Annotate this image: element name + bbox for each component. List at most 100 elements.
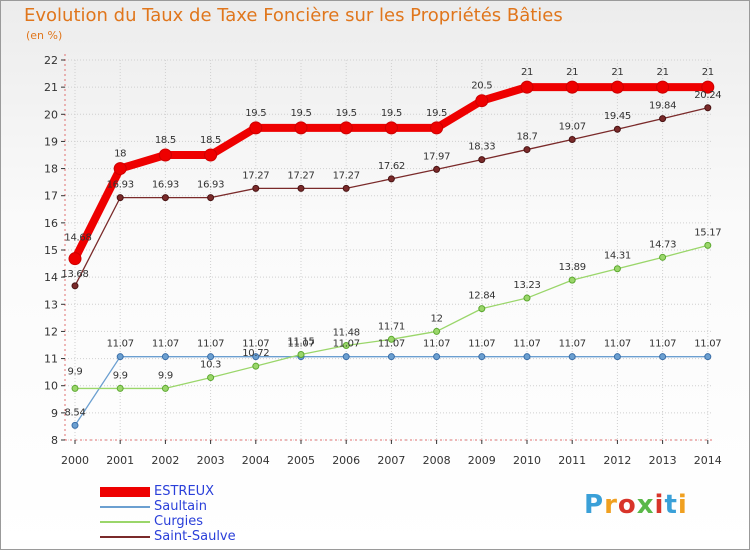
data-label-saultain: 11.07: [559, 339, 586, 350]
data-label-curgies: 11.48: [333, 328, 360, 339]
data-label-saultain: 11.07: [197, 339, 224, 350]
data-label-saultain: 11.07: [378, 339, 405, 350]
data-label-saultain: 11.07: [694, 339, 721, 350]
data-point-saint-saulve: [568, 136, 576, 144]
data-point-curgies: [478, 305, 486, 313]
x-tick-label: 2011: [558, 454, 586, 467]
data-label-estreux: 20.5: [471, 81, 492, 92]
data-point-estreux: [68, 252, 82, 266]
data-point-curgies: [71, 384, 79, 392]
unit-label: (en %): [26, 29, 63, 42]
x-tick-label: 2001: [106, 454, 134, 467]
data-point-curgies: [704, 241, 712, 249]
data-point-saint-saulve: [116, 194, 124, 202]
data-point-curgies: [568, 276, 576, 284]
data-point-curgies: [387, 335, 395, 343]
data-point-saint-saulve: [387, 175, 395, 183]
legend-item: ESTREUX: [100, 484, 236, 499]
data-point-saultain: [207, 353, 215, 361]
data-label-estreux: 18.5: [200, 135, 221, 146]
data-label-curgies: 9.9: [113, 370, 128, 381]
data-label-saultain: 11.07: [287, 339, 314, 350]
data-point-saint-saulve: [71, 282, 79, 290]
data-label-curgies: 12.84: [468, 291, 495, 302]
data-point-estreux: [158, 148, 172, 162]
data-point-saint-saulve: [523, 146, 531, 154]
data-label-saint-saulve: 17.97: [423, 151, 450, 162]
data-label-saultain: 11.07: [152, 339, 179, 350]
data-label-estreux: 19.5: [426, 108, 447, 119]
chart-title: Evolution du Taux de Taxe Foncière sur l…: [24, 5, 563, 26]
data-point-estreux: [384, 121, 398, 135]
data-label-saint-saulve: 16.93: [197, 180, 224, 191]
y-tick-label: 12: [44, 325, 58, 338]
data-point-saultain: [161, 353, 169, 361]
data-label-estreux: 18: [114, 149, 126, 160]
data-point-curgies: [161, 384, 169, 392]
data-label-saint-saulve: 18.7: [516, 132, 537, 143]
data-label-estreux: 21: [521, 67, 533, 78]
data-point-saint-saulve: [613, 125, 621, 133]
data-point-saint-saulve: [252, 184, 260, 192]
data-label-saultain: 11.07: [423, 339, 450, 350]
data-label-saultain: 11.07: [107, 339, 134, 350]
data-point-estreux: [520, 80, 534, 94]
x-tick-label: 2013: [649, 454, 677, 467]
data-point-saultain: [342, 353, 350, 361]
data-point-saultain: [659, 353, 667, 361]
data-label-estreux: 21: [702, 67, 714, 78]
data-label-estreux: 19.5: [290, 108, 311, 119]
data-label-curgies: 12: [431, 313, 443, 324]
x-tick-label: 2004: [242, 454, 270, 467]
x-tick-label: 2003: [197, 454, 225, 467]
data-label-saultain: 11.07: [242, 339, 269, 350]
x-tick-label: 2005: [287, 454, 315, 467]
data-label-curgies: 13.89: [559, 262, 586, 273]
data-point-saultain: [523, 353, 531, 361]
data-label-saint-saulve: 16.93: [152, 180, 179, 191]
data-point-saultain: [478, 353, 486, 361]
data-point-saultain: [613, 353, 621, 361]
y-tick-label: 21: [44, 81, 58, 94]
data-point-curgies: [433, 327, 441, 335]
y-tick-label: 19: [44, 135, 58, 148]
data-label-saultain: 11.07: [604, 339, 631, 350]
data-point-estreux: [204, 148, 218, 162]
y-tick-label: 10: [44, 380, 58, 393]
data-point-saint-saulve: [207, 194, 215, 202]
data-point-saint-saulve: [161, 194, 169, 202]
data-point-estreux: [294, 121, 308, 135]
legend-item: Saint-Saulve: [100, 529, 236, 544]
legend-swatch: [100, 505, 150, 508]
data-point-saultain: [252, 353, 260, 361]
data-label-saint-saulve: 19.84: [649, 101, 676, 112]
data-label-curgies: 10.3: [200, 360, 221, 371]
data-point-saint-saulve: [297, 184, 305, 192]
data-point-estreux: [430, 121, 444, 135]
data-point-curgies: [342, 342, 350, 350]
data-label-curgies: 10.72: [242, 348, 269, 359]
y-tick-label: 15: [44, 244, 58, 257]
y-tick-label: 22: [44, 54, 58, 67]
y-tick-label: 13: [44, 298, 58, 311]
legend-label: ESTREUX: [154, 484, 215, 499]
legend-item: Saultain: [100, 499, 236, 514]
legend-item: Curgies: [100, 514, 236, 529]
legend-swatch: [100, 535, 150, 538]
data-point-estreux: [610, 80, 624, 94]
data-point-saultain: [704, 353, 712, 361]
data-point-saultain: [71, 421, 79, 429]
x-tick-label: 2006: [332, 454, 360, 467]
data-label-saint-saulve: 20.24: [694, 90, 721, 101]
data-label-curgies: 9.9: [67, 366, 82, 377]
data-label-estreux: 21: [657, 67, 669, 78]
legend-label: Curgies: [154, 514, 204, 529]
data-label-saultain: 11.07: [649, 339, 676, 350]
data-point-curgies: [659, 253, 667, 261]
data-point-estreux: [249, 121, 263, 135]
legend-swatch: [100, 520, 150, 523]
data-label-saint-saulve: 17.27: [287, 170, 314, 181]
data-label-saint-saulve: 19.07: [559, 122, 586, 133]
